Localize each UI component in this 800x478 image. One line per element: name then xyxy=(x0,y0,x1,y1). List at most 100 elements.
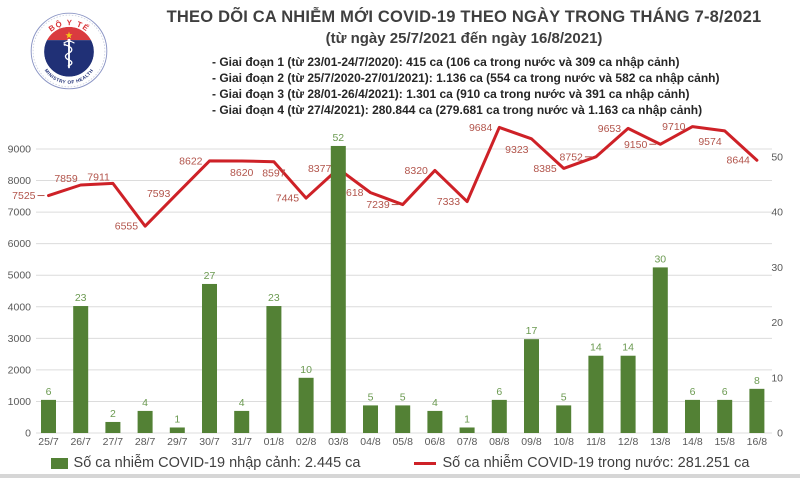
imported-cases-bar xyxy=(298,377,314,433)
x-axis-date-label: 12/8 xyxy=(618,436,639,448)
line-point-label: 9323 xyxy=(505,144,529,156)
x-axis-date-label: 14/8 xyxy=(682,436,703,448)
left-axis-tick-label: 3000 xyxy=(8,333,32,345)
line-point-label: 8622 xyxy=(179,155,203,167)
x-axis-date-label: 09/8 xyxy=(521,436,542,448)
bar-value-label: 30 xyxy=(654,253,666,265)
line-point-label: 7445 xyxy=(276,193,300,205)
legend-item-imported: Số ca nhiễm COVID-19 nhập cảnh: 2.445 ca xyxy=(50,455,361,471)
imported-cases-bar xyxy=(169,427,185,433)
chart-subtitle: (từ ngày 25/7/2021 đến ngày 16/8/2021) xyxy=(325,30,603,47)
line-point-label: 7593 xyxy=(147,188,171,200)
imported-cases-bar xyxy=(105,421,121,433)
imported-cases-bar xyxy=(652,267,668,433)
x-axis-date-label: 29/7 xyxy=(167,436,188,448)
x-axis-date-label: 01/8 xyxy=(264,436,285,448)
bottom-edge xyxy=(0,474,800,478)
line-point-label: 8752 xyxy=(560,151,584,163)
left-axis-tick-label: 9000 xyxy=(8,144,32,156)
imported-series-swatch xyxy=(50,457,68,469)
x-axis-date-label: 13/8 xyxy=(650,436,671,448)
right-axis-tick-label: 50 xyxy=(771,152,783,164)
logo-inner-ring xyxy=(43,25,95,78)
left-axis-tick-label: 1000 xyxy=(8,396,32,408)
bar-value-label: 5 xyxy=(561,391,567,403)
imported-cases-bar xyxy=(73,306,89,433)
bar-value-label: 6 xyxy=(690,386,696,398)
x-axis-date-label: 26/7 xyxy=(70,436,91,448)
x-axis-date-label: 15/8 xyxy=(714,436,735,448)
right-axis-tick-label: 10 xyxy=(771,372,783,384)
domestic-cases-line xyxy=(47,125,759,228)
line-point-label: 8597 xyxy=(262,168,286,180)
logo-caduceus-icon xyxy=(63,38,75,69)
imported-cases-bar xyxy=(491,399,507,433)
bar-value-label: 1 xyxy=(174,413,180,425)
bar-value-label: 5 xyxy=(368,391,374,403)
x-axis-date-label: 30/7 xyxy=(199,436,220,448)
logo-scallop-ring xyxy=(32,14,106,88)
imported-cases-bar xyxy=(266,306,282,433)
chart-legend: Số ca nhiễm COVID-19 nhập cảnh: 2.445 ca… xyxy=(0,455,800,471)
bar-value-label: 17 xyxy=(526,325,538,337)
phase-summary-list: - Giai đoạn 1 (từ 23/01-24/7/2020): 415 … xyxy=(128,54,800,118)
bar-value-label: 27 xyxy=(204,270,216,282)
left-axis-tick-label: 4000 xyxy=(8,301,32,313)
imported-cases-bar xyxy=(137,410,153,433)
line-point-label: 9574 xyxy=(698,136,722,148)
imported-cases-bar xyxy=(588,355,604,433)
line-point-label: 9653 xyxy=(598,123,622,135)
right-axis-tick-label: 40 xyxy=(771,207,783,219)
right-axis-tick-label: 20 xyxy=(771,317,783,329)
x-axis-date-label: 06/8 xyxy=(425,436,446,448)
phase-4-summary: - Giai đoạn 4 (từ 27/4/2021): 280.844 ca… xyxy=(212,103,703,117)
moh-logo: BỘ Y TẾ MINISTRY OF HEALTH xyxy=(30,12,108,95)
imported-cases-bar xyxy=(685,399,700,433)
x-axis-date-label: 27/7 xyxy=(103,436,124,448)
line-point-label: 7333 xyxy=(437,196,461,208)
line-point-label: 7859 xyxy=(54,173,78,185)
imported-cases-bar xyxy=(363,405,378,433)
x-axis-date-label: 05/8 xyxy=(392,436,413,448)
bar-value-label: 4 xyxy=(239,397,245,409)
phase-2-summary: - Giai đoạn 2 (từ 25/7/2020-27/01/2021):… xyxy=(212,71,720,85)
left-axis-tick-label: 2000 xyxy=(8,364,32,376)
line-point-label: 7239 xyxy=(366,199,390,211)
bar-value-label: 10 xyxy=(300,364,312,376)
domestic-series-label: Số ca nhiễm COVID-19 trong nước: 281.251… xyxy=(442,455,750,471)
imported-cases-bar xyxy=(620,355,636,433)
logo-star-icon xyxy=(65,31,73,39)
bar-value-label: 4 xyxy=(432,397,438,409)
bar-value-label: 23 xyxy=(268,292,280,304)
line-point-label: 8385 xyxy=(533,163,557,175)
line-point-label: 7911 xyxy=(87,171,110,183)
bar-value-label: 6 xyxy=(722,386,728,398)
x-axis-date-label: 10/8 xyxy=(553,436,574,448)
bar-value-label: 52 xyxy=(332,132,344,144)
bar-value-label: 23 xyxy=(75,292,87,304)
imported-cases-bar xyxy=(524,339,539,433)
line-point-label: 9684 xyxy=(469,122,493,134)
line-point-label: 7618 xyxy=(340,187,364,199)
left-axis-tick-label: 6000 xyxy=(8,238,32,250)
bar-value-label: 6 xyxy=(496,386,502,398)
imported-cases-bar xyxy=(749,388,765,433)
x-axis-date-label: 28/7 xyxy=(135,436,156,448)
x-axis-date-label: 03/8 xyxy=(328,436,349,448)
x-axis-date-label: 31/7 xyxy=(231,436,252,448)
imported-cases-bar xyxy=(202,283,217,433)
left-axis-tick-label: 7000 xyxy=(8,207,32,219)
imported-cases-bar xyxy=(717,399,733,433)
line-point-label: 9150 xyxy=(624,139,648,151)
bar-value-label: 14 xyxy=(622,342,634,354)
imported-series-label: Số ca nhiễm COVID-19 nhập cảnh: 2.445 ca xyxy=(73,455,361,471)
x-axis-date-label: 07/8 xyxy=(457,436,478,448)
bar-value-label: 5 xyxy=(400,391,406,403)
moh-logo-emblem: BỘ Y TẾ MINISTRY OF HEALTH xyxy=(30,12,108,90)
left-axis-tick-label: 0 xyxy=(25,428,31,440)
line-point-label: 7525 xyxy=(12,190,36,202)
left-axis-tick-label: 5000 xyxy=(8,270,32,282)
bar-value-label: 6 xyxy=(46,386,52,398)
